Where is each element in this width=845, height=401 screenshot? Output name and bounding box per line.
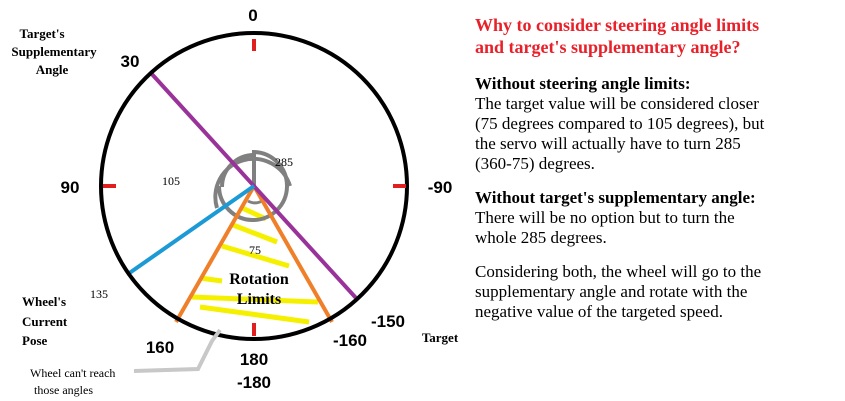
arc-75: [247, 199, 263, 205]
wheel-circle: [99, 31, 409, 341]
block-line: supplementary angle and rotate with the: [475, 282, 748, 301]
target-label: Target: [422, 330, 459, 345]
current-pose-line: [126, 184, 256, 276]
label-90: 90: [61, 178, 80, 197]
pointer-line: [133, 328, 222, 373]
label-neg180: -180: [237, 373, 271, 392]
block-line: The target value will be considered clos…: [475, 94, 759, 113]
svg-text:those angles: those angles: [34, 383, 93, 397]
svg-text:Angle: Angle: [36, 62, 69, 77]
svg-text:Target's: Target's: [19, 26, 64, 41]
hatch-line: [191, 294, 319, 305]
block-conclusion: Considering both, the wheel will go to t…: [475, 262, 837, 322]
block-line: There will be no option but to turn the: [475, 208, 735, 227]
tick-marks: [103, 39, 406, 336]
headline-line: Why to consider steering angle limits: [475, 15, 760, 35]
limit-line-left: [174, 185, 256, 323]
current-pose-label: Wheel's Current Pose: [22, 294, 68, 348]
rotation-limits-hatch: [191, 204, 319, 325]
svg-text:Rotation: Rotation: [229, 271, 289, 288]
block-line: (75 degrees compared to 105 degrees), bu…: [475, 114, 765, 133]
rotation-limits-label: Rotation Limits: [229, 271, 289, 308]
label-30: 30: [121, 52, 140, 71]
label-neg90: -90: [428, 178, 453, 197]
hatch-line: [221, 243, 290, 269]
arc-label-105: 105: [162, 174, 180, 188]
cant-reach-label: Wheel can't reach those angles: [30, 366, 115, 397]
arc-105: [213, 156, 292, 209]
svg-text:Current: Current: [22, 314, 68, 329]
steering-diagram: 0 90 -90 180 -180 30 135 160 -160 -150 1…: [11, 6, 459, 397]
svg-text:Wheel can't reach: Wheel can't reach: [30, 366, 115, 380]
label-135: 135: [90, 287, 108, 301]
label-180: 180: [240, 350, 268, 369]
block-line: whole 285 degrees.: [475, 228, 607, 247]
arc-label-285: 285: [275, 155, 293, 169]
svg-text:Limits: Limits: [237, 291, 281, 308]
label-160: 160: [146, 338, 174, 357]
hatch-line: [199, 304, 310, 325]
block-title: Without target's supplementary angle:: [475, 188, 756, 207]
svg-text:Pose: Pose: [22, 333, 48, 348]
limit-line-right: [252, 185, 334, 323]
svg-text:Wheel's: Wheel's: [22, 294, 66, 309]
block-steering-limits: Without steering angle limits: The targe…: [475, 74, 837, 174]
arc-label-75: 75: [249, 243, 261, 257]
headline: Why to consider steering angle limits an…: [475, 14, 837, 58]
svg-text:Supplementary: Supplementary: [11, 44, 97, 59]
supplementary-angle-label: Target's Supplementary Angle: [11, 26, 97, 77]
block-title: Without steering angle limits:: [475, 74, 691, 93]
block-line: negative value of the targeted speed.: [475, 302, 723, 321]
block-line: the servo will actually have to turn 285: [475, 134, 741, 153]
block-line: Considering both, the wheel will go to t…: [475, 262, 762, 281]
arc-285: [217, 149, 289, 222]
explanation-panel: Why to consider steering angle limits an…: [475, 14, 837, 336]
block-supplementary: Without target's supplementary angle: Th…: [475, 188, 837, 248]
block-line: (360-75) degrees.: [475, 154, 595, 173]
hatch-line: [232, 222, 278, 245]
label-0: 0: [248, 6, 257, 25]
label-neg160: -160: [333, 331, 367, 350]
hatch-line: [199, 275, 223, 284]
label-neg150: -150: [371, 312, 405, 331]
headline-line: and target's supplementary angle?: [475, 37, 741, 57]
